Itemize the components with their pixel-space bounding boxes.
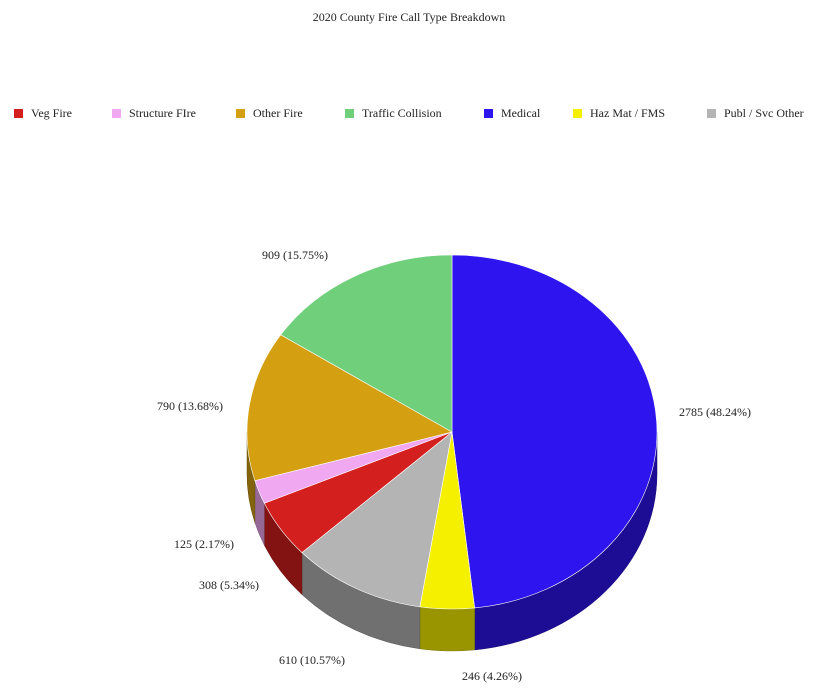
legend-label: Publ / Svc Other — [724, 106, 804, 120]
legend-swatch — [573, 109, 582, 118]
legend-item-veg-fire: Veg Fire — [14, 106, 72, 121]
legend-item-publ-svc-other: Publ / Svc Other — [707, 106, 804, 121]
legend-label: Other Fire — [253, 106, 303, 120]
legend-label: Traffic Collision — [362, 106, 442, 120]
legend-item-haz-mat-fms: Haz Mat / FMS — [573, 106, 665, 121]
data-labels: 308 (5.34%) 125 (2.17%) 790 (13.68%) 909 (1… — [157, 248, 751, 683]
legend-swatch — [345, 109, 354, 118]
data-label-haz-mat-fms: 246 (4.26%) — [462, 669, 522, 683]
legend-item-traffic-collision: Traffic Collision — [345, 106, 442, 121]
slice-side-haz-mat-fms — [419, 606, 475, 652]
data-label-structure-fire: 125 (2.17%) — [174, 537, 234, 551]
legend-label: Veg Fire — [31, 106, 72, 120]
legend-item-other-fire: Other Fire — [236, 106, 303, 121]
data-label-other-fire: 790 (13.68%) — [157, 399, 223, 413]
pie-sides — [246, 431, 658, 652]
data-label-publ-svc-other: 610 (10.57%) — [279, 653, 345, 667]
legend-label: Medical — [501, 106, 541, 120]
slice-publ-svc-other — [301, 431, 453, 608]
slice-traffic-collision — [280, 254, 453, 433]
chart-title: 2020 County Fire Call Type Breakdown — [312, 10, 506, 24]
legend-swatch — [14, 109, 23, 118]
data-label-traffic-collision: 909 (15.75%) — [262, 248, 328, 262]
legend-swatch — [236, 109, 245, 118]
data-label-medical: 2785 (48.24%) — [679, 405, 751, 419]
slice-other-fire — [246, 334, 453, 481]
legend-item-structure-fire: Structure FIre — [112, 106, 196, 121]
legend-swatch — [707, 109, 716, 118]
legend-label: Haz Mat / FMS — [590, 106, 665, 120]
legend-label: Structure FIre — [129, 106, 196, 120]
legend-swatch — [484, 109, 493, 118]
pie-tops — [246, 254, 658, 610]
data-label-veg-fire: 308 (5.34%) — [199, 578, 259, 592]
legend-item-medical: Medical — [484, 106, 540, 121]
legend: Veg Fire Structure FIre Other Fire Traffic … — [0, 106, 818, 126]
slice-medical — [451, 254, 658, 609]
legend-swatch — [112, 109, 121, 118]
